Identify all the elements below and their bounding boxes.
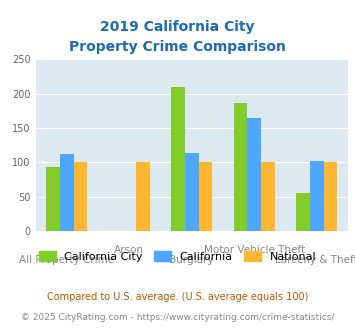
Text: Motor Vehicle Theft: Motor Vehicle Theft (204, 245, 305, 255)
Bar (323, 162, 337, 231)
Text: Burglary: Burglary (169, 255, 214, 265)
Text: Property Crime Comparison: Property Crime Comparison (69, 40, 286, 53)
Text: Larceny & Theft: Larceny & Theft (275, 255, 355, 265)
Text: Arson: Arson (114, 245, 144, 255)
Bar (46, 167, 60, 231)
Bar (171, 87, 185, 231)
Text: Compared to U.S. average. (U.S. average equals 100): Compared to U.S. average. (U.S. average … (47, 292, 308, 302)
Bar (247, 118, 261, 231)
Text: 2019 California City: 2019 California City (100, 20, 255, 34)
Bar (73, 162, 87, 231)
Text: © 2025 CityRating.com - https://www.cityrating.com/crime-statistics/: © 2025 CityRating.com - https://www.city… (21, 314, 334, 322)
Bar (185, 153, 198, 231)
Bar (310, 161, 323, 231)
Text: All Property Crime: All Property Crime (19, 255, 114, 265)
Bar (261, 162, 275, 231)
Legend: California City, California, National: California City, California, National (34, 247, 321, 267)
Bar (60, 154, 73, 231)
Bar (234, 103, 247, 231)
Bar (296, 193, 310, 231)
Bar (198, 162, 212, 231)
Bar (136, 162, 150, 231)
